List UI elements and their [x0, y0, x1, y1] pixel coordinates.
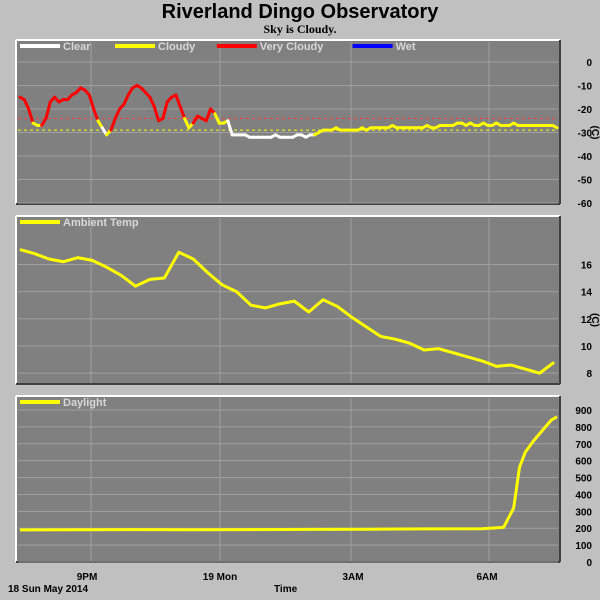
data-segment	[551, 123, 559, 130]
panel-ambient: 16 14 12 10 8 (C) Ambient Temp	[15, 215, 600, 385]
data-segment	[87, 93, 96, 111]
data-segment	[27, 107, 35, 125]
x-tick-label: 19 Mon	[203, 572, 237, 583]
data-segment	[92, 107, 100, 123]
page-subtitle: Sky is Cloudy.	[263, 22, 337, 36]
y-tick-label: 0	[586, 558, 592, 569]
data-segment	[148, 95, 156, 109]
y-tick-label: 700	[575, 440, 592, 451]
data-segment	[152, 105, 161, 123]
data-segment	[183, 116, 191, 130]
panel-daylight: 900 800 700 600 500 400 300 200 100 0 Daylight	[15, 395, 592, 569]
panel-sky: 0 -10 -20 -30 -40 -50 -60 (C) Clear Cloudy Very Cl…	[15, 39, 600, 210]
panel-background	[16, 396, 560, 562]
data-segment	[161, 100, 169, 120]
date-label: 18 Sun May 2014	[8, 584, 89, 595]
legend-label: Clear	[63, 41, 91, 53]
x-tick-label: 6AM	[476, 572, 497, 583]
data-segment	[122, 93, 130, 106]
y-tick-label: 600	[575, 457, 592, 468]
time-axis-label: Time	[274, 584, 298, 595]
data-segment	[204, 107, 213, 123]
y-tick-label: 200	[575, 524, 592, 535]
y-tick-label: -10	[578, 82, 593, 93]
data-segment	[226, 119, 234, 137]
data-segment	[44, 100, 52, 120]
y-tick-label: -40	[578, 152, 593, 163]
y-axis-label: (C)	[589, 313, 600, 327]
legend-label: Wet	[396, 41, 416, 53]
y-tick-label: 12	[581, 315, 593, 326]
y-tick-label: 400	[575, 490, 592, 501]
page-title: Riverland Dingo Observatory	[161, 1, 439, 23]
y-tick-label: 500	[575, 474, 592, 485]
y-tick-label: 800	[575, 423, 592, 434]
legend-label: Very Cloudy	[260, 41, 324, 53]
y-tick-label: 900	[575, 406, 592, 417]
x-tick-label: 9PM	[77, 572, 98, 583]
y-axis-label: (C)	[589, 126, 600, 140]
y-tick-label: -60	[578, 199, 593, 210]
y-tick-label: 8	[586, 369, 592, 380]
data-segment	[22, 98, 31, 111]
data-line-ambient	[19, 248, 556, 375]
data-segment	[174, 93, 182, 109]
data-segment	[109, 116, 117, 132]
y-tick-label: -50	[578, 176, 593, 187]
legend-label: Cloudy	[158, 41, 196, 53]
data-line-daylight	[19, 415, 558, 532]
y-tick-label: -20	[578, 105, 593, 116]
y-tick-label: 300	[575, 507, 592, 518]
data-segment	[213, 112, 221, 125]
y-tick-label: -30	[578, 129, 593, 140]
y-tick-label: 0	[586, 58, 592, 69]
y-tick-label: 14	[581, 288, 593, 299]
data-segment	[178, 105, 187, 120]
y-tick-label: 100	[575, 541, 592, 552]
legend-label: Ambient Temp	[63, 217, 139, 229]
y-tick-label: 10	[581, 342, 593, 353]
legend-label: Daylight	[63, 397, 107, 409]
x-tick-label: 3AM	[342, 572, 363, 583]
data-segment	[113, 107, 122, 120]
y-tick-label: 16	[581, 260, 593, 271]
